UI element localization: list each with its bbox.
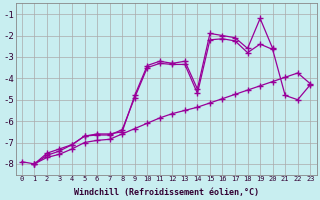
X-axis label: Windchill (Refroidissement éolien,°C): Windchill (Refroidissement éolien,°C) (74, 188, 259, 197)
